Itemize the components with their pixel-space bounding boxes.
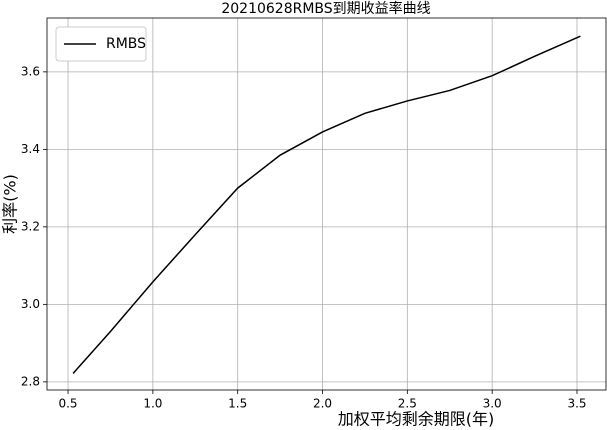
y-axis-label: 利率(%): [1, 174, 20, 234]
x-tick-label: 3.5: [567, 397, 586, 411]
data-line: [72, 35, 581, 374]
legend-box: [55, 26, 147, 62]
x-tick-label: 2.5: [398, 397, 417, 411]
x-tick-label: 2.0: [313, 397, 332, 411]
y-tick-label: 3.2: [21, 219, 40, 233]
x-tick-label: 0.5: [58, 397, 77, 411]
y-tick-label: 2.8: [21, 374, 40, 388]
y-tick-label: 3.6: [21, 64, 40, 78]
y-tick-label: 3.0: [21, 297, 40, 311]
plot-frame: [46, 17, 607, 391]
x-tick-label: 1.5: [228, 397, 247, 411]
x-axis-label: 加权平均剩余期限(年): [338, 410, 495, 429]
chart-title: 20210628RMBS到期收益率曲线: [221, 0, 430, 17]
x-tick-label: 3.0: [483, 397, 502, 411]
legend-label: RMBS: [106, 36, 146, 52]
y-tick-label: 3.4: [21, 142, 40, 156]
x-tick-label: 1.0: [143, 397, 162, 411]
